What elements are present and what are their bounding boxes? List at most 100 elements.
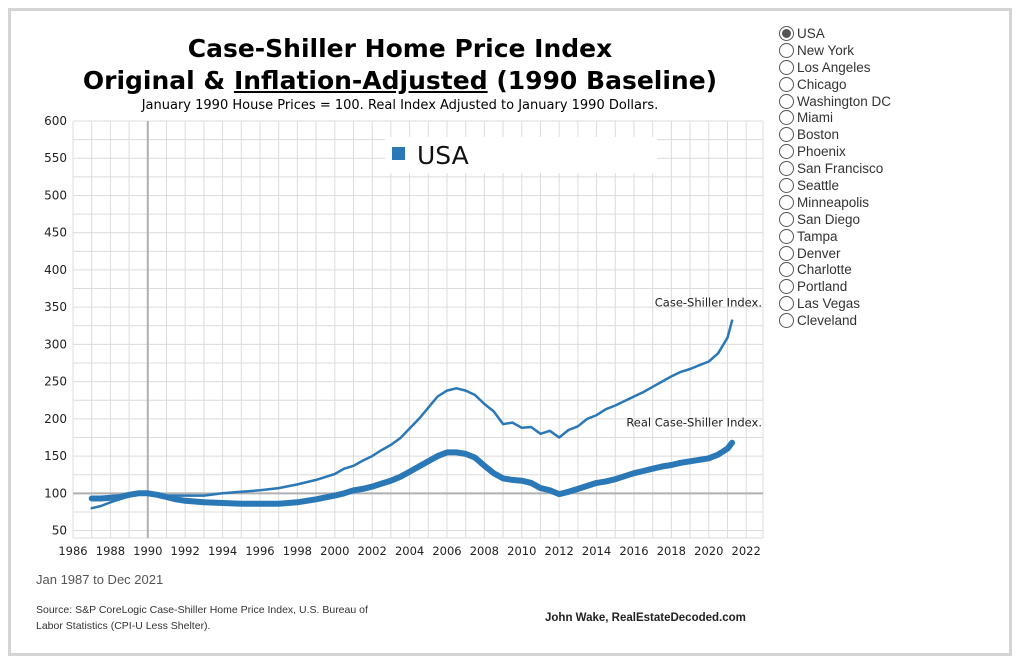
radio-button-icon[interactable] [779, 245, 794, 261]
chart-title: Case-Shiller Home Price Index [187, 34, 613, 63]
title-suffix: (1990 Baseline) [487, 66, 718, 95]
city-option[interactable]: Seattle [779, 177, 1009, 194]
radio-button-icon[interactable] [779, 25, 794, 41]
y-tick-label: 50 [52, 524, 67, 538]
radio-button-icon[interactable] [779, 76, 794, 92]
city-option-label: Phoenix [797, 144, 846, 160]
x-tick-label: 1994 [208, 544, 237, 558]
radio-button-icon[interactable] [779, 228, 794, 244]
series-label: Real Case-Shiller Index. [626, 416, 762, 430]
city-option-label: Los Angeles [797, 59, 871, 75]
city-option[interactable]: Las Vegas [779, 295, 1009, 312]
city-option[interactable]: Charlotte [779, 261, 1009, 278]
legend-label: USA [417, 141, 469, 170]
city-option-label: Portland [797, 279, 848, 295]
title-underlined: Inflation-Adjusted [233, 66, 488, 95]
x-tick-label: 1998 [283, 544, 312, 558]
city-option[interactable]: Phoenix [779, 143, 1009, 160]
city-option[interactable]: Los Angeles [779, 59, 1009, 76]
y-tick-label: 350 [44, 300, 67, 314]
radio-button-icon[interactable] [779, 127, 794, 143]
chart-subtitle: January 1990 House Prices = 100. Real In… [141, 98, 659, 113]
city-option-label: USA [797, 25, 825, 41]
y-tick-label: 550 [44, 151, 67, 165]
city-option[interactable]: San Francisco [779, 160, 1009, 177]
city-option-label: Washington DC [797, 93, 892, 109]
x-tick-label: 1992 [171, 544, 200, 558]
title-prefix: Original & [82, 66, 234, 95]
x-tick-label: 1988 [96, 544, 125, 558]
radio-button-icon[interactable] [779, 279, 794, 295]
x-tick-label: 2004 [395, 544, 424, 558]
city-option[interactable]: Minneapolis [779, 194, 1009, 211]
y-tick-label: 150 [44, 449, 67, 463]
city-option[interactable]: San Diego [779, 211, 1009, 228]
x-tick-label: 2008 [470, 544, 499, 558]
y-tick-label: 600 [44, 114, 67, 128]
x-tick-label: 2014 [582, 544, 611, 558]
x-tick-label: 2022 [732, 544, 761, 558]
city-option[interactable]: Chicago [779, 76, 1009, 93]
series-line [88, 439, 736, 507]
x-tick-label: 2010 [507, 544, 536, 558]
y-tick-label: 100 [44, 486, 67, 500]
city-option-label: Chicago [797, 76, 847, 92]
radio-button-icon[interactable] [779, 42, 794, 58]
city-option-label: Boston [797, 127, 840, 143]
y-tick-label: 300 [44, 337, 67, 351]
radio-button-icon[interactable] [779, 194, 794, 210]
city-option[interactable]: Washington DC [779, 93, 1009, 110]
city-option[interactable]: New York [779, 42, 1009, 59]
y-tick-label: 200 [44, 412, 67, 426]
city-option[interactable]: Tampa [779, 228, 1009, 245]
radio-button-icon[interactable] [779, 296, 794, 312]
city-option-label: Charlotte [797, 262, 852, 278]
city-option-label: Miami [797, 110, 833, 126]
radio-button-icon[interactable] [779, 211, 794, 227]
chart-frame [8, 8, 1012, 656]
author-credit: John Wake, RealEstateDecoded.com [545, 612, 746, 624]
city-option-label: New York [797, 42, 855, 58]
series-line [90, 319, 734, 510]
legend-box [385, 137, 657, 173]
y-tick-label: 250 [44, 375, 67, 389]
radio-button-icon[interactable] [779, 161, 794, 177]
x-tick-label: 1990 [133, 544, 162, 558]
radio-button-icon[interactable] [779, 177, 794, 193]
series-label: Case-Shiller Index. [655, 296, 762, 310]
date-range: Jan 1987 to Dec 2021 [36, 572, 164, 587]
city-option[interactable]: USA [779, 25, 1009, 42]
radio-button-icon[interactable] [779, 313, 794, 329]
city-option[interactable]: Miami [779, 109, 1009, 126]
chart-title-line2: Original & Inflation-Adjusted (1990 Base… [0, 66, 800, 95]
y-tick-label: 500 [44, 188, 67, 202]
x-tick-label: 2016 [619, 544, 648, 558]
x-tick-label: 2000 [320, 544, 349, 558]
x-tick-label: 2006 [432, 544, 461, 558]
city-option-label: San Diego [797, 211, 861, 227]
city-option[interactable]: Denver [779, 245, 1009, 262]
x-tick-label: 2002 [358, 544, 387, 558]
radio-button-icon[interactable] [779, 144, 794, 160]
city-option-label: Seattle [797, 177, 840, 193]
x-tick-label: 2018 [657, 544, 686, 558]
city-option[interactable]: Boston [779, 126, 1009, 143]
source-note: Source: S&P CoreLogic Case-Shiller Home … [36, 604, 368, 632]
city-option-label: Tampa [797, 228, 838, 244]
x-tick-label: 1986 [58, 544, 87, 558]
city-option[interactable]: Cleveland [779, 312, 1009, 329]
radio-button-icon[interactable] [779, 93, 794, 109]
y-tick-label: 450 [44, 226, 67, 240]
radio-button-icon[interactable] [779, 110, 794, 126]
city-option[interactable]: Portland [779, 278, 1009, 295]
x-tick-label: 2012 [545, 544, 574, 558]
x-tick-label: 2020 [694, 544, 723, 558]
city-selector: USA New York Los Angeles Chicago Washington … [779, 25, 1009, 329]
legend-swatch [392, 147, 405, 160]
city-option-label: Las Vegas [797, 296, 861, 312]
radio-button-icon[interactable] [779, 262, 794, 278]
radio-button-icon[interactable] [779, 59, 794, 75]
city-option-label: Cleveland [797, 313, 858, 329]
y-tick-label: 400 [44, 263, 67, 277]
